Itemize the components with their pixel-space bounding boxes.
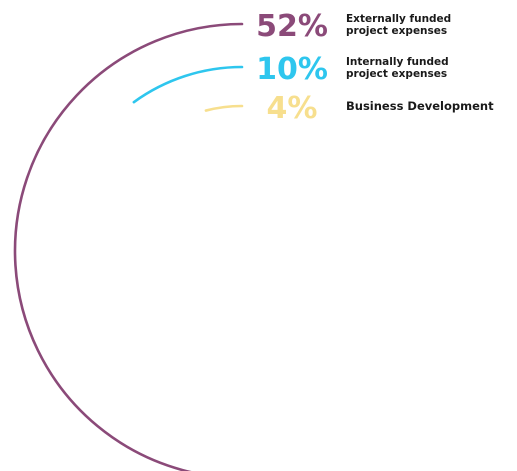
arc-series-2: [204, 104, 244, 112]
value-label-series-0: 52%: [256, 9, 328, 44]
category-label-series-0-line-1: project expenses: [346, 25, 447, 37]
value-label-series-2: 4%: [267, 91, 318, 126]
category-label-series-1-line-1: project expenses: [346, 68, 447, 80]
value-label-series-1: 10%: [256, 52, 328, 87]
category-label-series-0-line-0: Externally funded: [346, 13, 451, 25]
arc-series-1: [132, 65, 244, 104]
category-label-series-1-line-0: Internally funded: [346, 56, 449, 68]
arc-series-0: [13, 22, 244, 471]
category-label-series-2-line-0: Business Development: [346, 99, 494, 113]
